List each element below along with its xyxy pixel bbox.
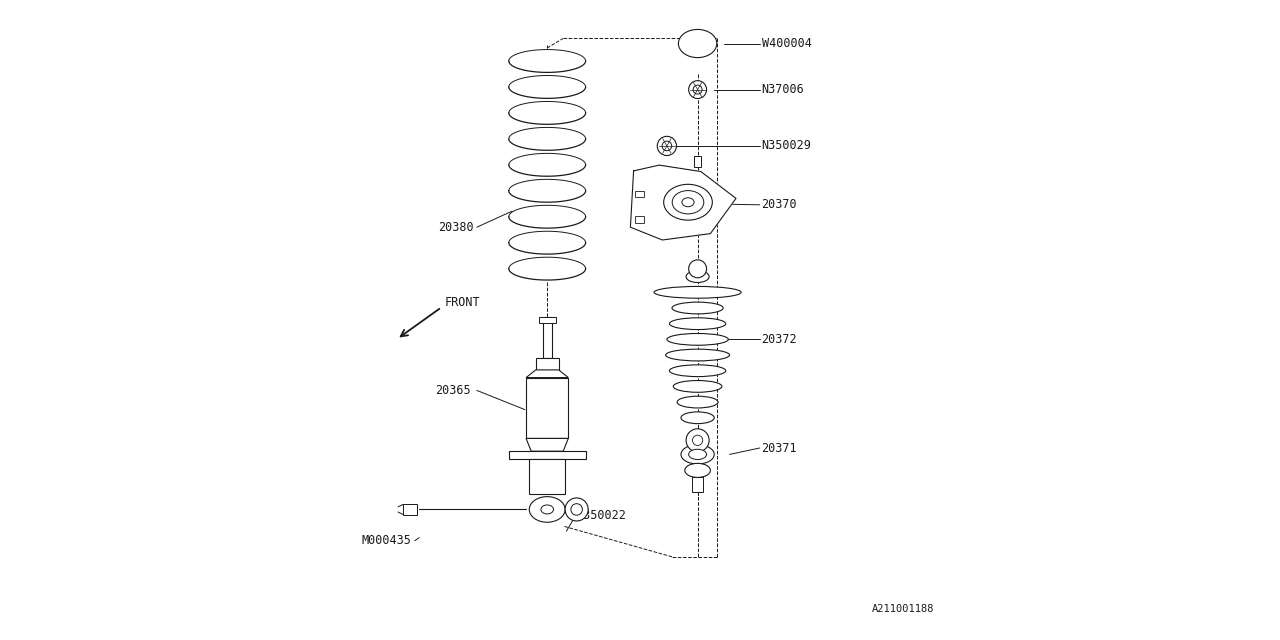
- Ellipse shape: [672, 302, 723, 314]
- Circle shape: [689, 81, 707, 99]
- Text: N37006: N37006: [762, 83, 804, 96]
- Circle shape: [571, 504, 582, 515]
- Circle shape: [658, 136, 676, 156]
- Bar: [526, 378, 568, 438]
- Text: W400004: W400004: [762, 37, 812, 50]
- Text: N350029: N350029: [762, 140, 812, 152]
- Bar: [543, 317, 552, 358]
- Bar: [403, 504, 417, 515]
- Bar: [508, 451, 585, 459]
- Text: FRONT: FRONT: [445, 296, 480, 308]
- Ellipse shape: [681, 445, 714, 464]
- Ellipse shape: [672, 191, 704, 214]
- Circle shape: [662, 141, 672, 151]
- Circle shape: [686, 429, 709, 452]
- Bar: [535, 358, 558, 370]
- Circle shape: [692, 435, 703, 445]
- Ellipse shape: [654, 287, 741, 298]
- Ellipse shape: [678, 29, 717, 58]
- Ellipse shape: [673, 381, 722, 392]
- Ellipse shape: [689, 449, 707, 460]
- Text: 20370: 20370: [762, 198, 797, 211]
- Circle shape: [566, 498, 589, 521]
- Polygon shape: [526, 370, 568, 378]
- Circle shape: [694, 85, 701, 94]
- Text: 20365: 20365: [435, 384, 471, 397]
- Ellipse shape: [541, 505, 553, 514]
- Ellipse shape: [677, 396, 718, 408]
- Polygon shape: [630, 165, 736, 240]
- Ellipse shape: [530, 497, 566, 522]
- Circle shape: [689, 260, 707, 278]
- Ellipse shape: [682, 198, 694, 207]
- Text: 20372: 20372: [762, 333, 797, 346]
- Ellipse shape: [681, 412, 714, 424]
- Text: 20371: 20371: [762, 442, 797, 454]
- Bar: [530, 459, 566, 494]
- Polygon shape: [526, 438, 568, 451]
- Ellipse shape: [667, 333, 728, 345]
- Bar: [694, 156, 701, 167]
- Bar: [635, 216, 644, 223]
- Text: M000435: M000435: [362, 534, 411, 547]
- Bar: [539, 317, 556, 323]
- Bar: [692, 477, 703, 492]
- Ellipse shape: [669, 318, 726, 330]
- Ellipse shape: [666, 349, 730, 361]
- Ellipse shape: [685, 463, 710, 477]
- Text: A211001188: A211001188: [872, 604, 934, 614]
- Ellipse shape: [663, 184, 713, 220]
- Ellipse shape: [686, 271, 709, 282]
- Text: 20380: 20380: [438, 221, 474, 234]
- Ellipse shape: [669, 365, 726, 376]
- Bar: [635, 191, 644, 197]
- Text: N350022: N350022: [576, 509, 626, 522]
